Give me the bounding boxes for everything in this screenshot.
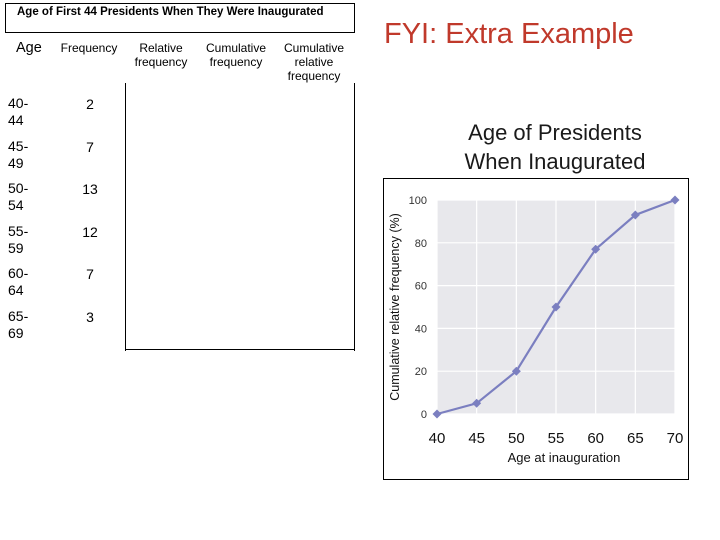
- header-cum-rel-line3: frequency: [287, 69, 341, 83]
- row-4-frequency: 12: [82, 224, 98, 240]
- row-5-age-line1: 60-: [8, 265, 29, 281]
- chart-frame: [383, 178, 689, 480]
- header-cumulative-line1: Cumulative: [205, 41, 267, 55]
- header-cumulative-frequency: Cumulative frequency: [201, 41, 271, 87]
- x-tick-label: 60: [587, 430, 604, 447]
- row-4-age-line2: 59: [8, 240, 24, 256]
- header-relative-line2: frequency: [134, 55, 188, 69]
- column-divider: [354, 83, 355, 351]
- row-2-age: 45- 49: [8, 138, 28, 172]
- y-tick-label: 40: [415, 323, 427, 335]
- row-6-age-line1: 65-: [8, 308, 29, 324]
- y-tick-label: 80: [415, 238, 427, 250]
- row-2-frequency: 7: [86, 139, 94, 155]
- x-tick-label: 55: [548, 430, 565, 447]
- row-6-age: 65- 69: [8, 308, 28, 342]
- chart-title: Age of Presidents When Inaugurated: [430, 118, 680, 176]
- row-1-age-line1: 40-: [8, 95, 29, 111]
- chart-title-line2: When Inaugurated: [464, 149, 646, 174]
- frequency-table: Age of First 44 Presidents When They Wer…: [5, 3, 355, 367]
- header-cumulative-line2: frequency: [209, 55, 263, 69]
- x-tick-label: 45: [468, 430, 485, 447]
- row-1-frequency: 2: [86, 96, 94, 112]
- data-point: [472, 398, 482, 408]
- header-frequency: Frequency: [60, 41, 118, 55]
- data-point: [432, 409, 442, 419]
- header-age: Age: [16, 40, 42, 56]
- data-point: [511, 366, 521, 376]
- header-cumulative-relative-frequency: Cumulative relative frequency: [279, 41, 349, 87]
- row-4-age-line1: 55-: [8, 223, 29, 239]
- chart-title-line1: Age of Presidents: [468, 120, 642, 145]
- data-point: [591, 244, 601, 254]
- table-title: Age of First 44 Presidents When They Wer…: [5, 3, 355, 33]
- x-tick-label: 70: [667, 430, 684, 447]
- data-point: [551, 302, 561, 312]
- y-axis-label: Cumulative relative frequency (%): [388, 213, 402, 401]
- row-6-frequency: 3: [86, 309, 94, 325]
- row-5-frequency: 7: [86, 266, 94, 282]
- x-tick-label: 40: [429, 430, 446, 447]
- row-3-age: 50- 54: [8, 180, 28, 214]
- x-tick-label: 50: [508, 430, 525, 447]
- row-3-age-line2: 54: [8, 197, 24, 213]
- row-3-age-line1: 50-: [8, 180, 29, 196]
- y-tick-label: 0: [421, 409, 427, 421]
- header-cum-rel-line2: relative: [294, 55, 334, 69]
- x-tick-label: 65: [627, 430, 644, 447]
- ogive-chart: 0 20 40 60 80 100 40 45 50 55 60 65 70 Age at inaugur…: [388, 195, 684, 465]
- row-4-age: 55- 59: [8, 223, 28, 257]
- data-point: [670, 195, 680, 205]
- row-1-age-line2: 44: [8, 112, 24, 128]
- row-1-age: 40- 44: [8, 95, 28, 129]
- header-relative-frequency: Relative frequency: [127, 41, 195, 87]
- row-5-age: 60- 64: [8, 265, 28, 299]
- row-2-age-line1: 45-: [8, 138, 29, 154]
- row-2-age-line2: 49: [8, 155, 24, 171]
- header-relative-line1: Relative: [139, 41, 183, 55]
- table-bottom-border: [125, 349, 355, 350]
- header-cum-rel-line1: Cumulative: [283, 41, 345, 55]
- y-tick-label: 20: [415, 366, 427, 378]
- x-axis-label: Age at inauguration: [508, 450, 621, 465]
- y-tick-label: 60: [415, 281, 427, 293]
- column-divider: [125, 83, 126, 351]
- row-6-age-line2: 69: [8, 325, 24, 341]
- fyi-heading: FYI: Extra Example: [384, 18, 634, 50]
- row-5-age-line2: 64: [8, 282, 24, 298]
- y-tick-label: 100: [409, 195, 427, 207]
- row-3-frequency: 13: [82, 181, 98, 197]
